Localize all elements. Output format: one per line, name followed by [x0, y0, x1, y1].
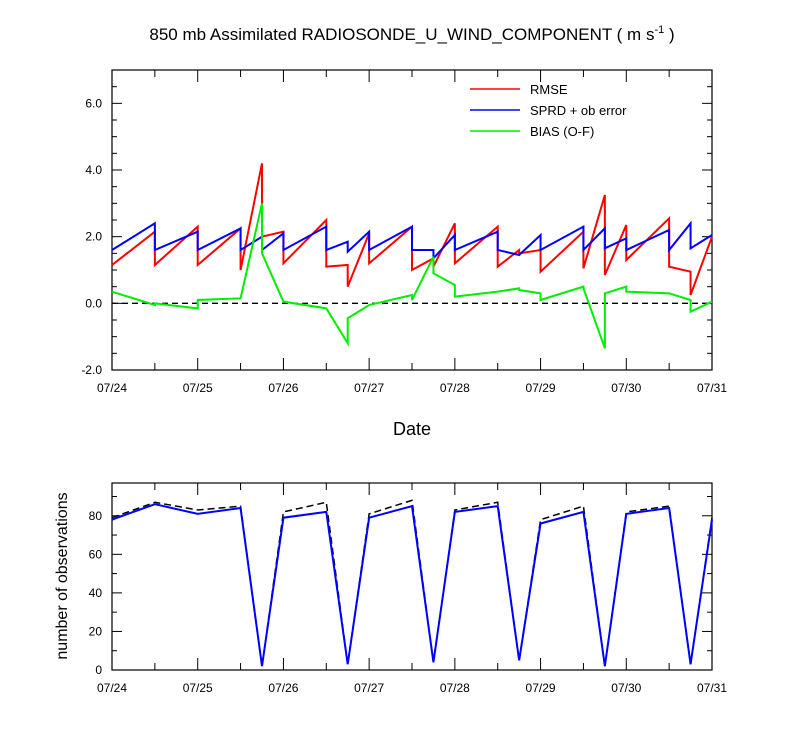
legend-label-bias: BIAS (O-F): [530, 124, 594, 139]
x-tick-label: 07/30: [611, 681, 641, 695]
chart-title-main: 850 mb Assimilated RADIOSONDE_U_WIND_COM…: [149, 25, 654, 44]
legend: RMSE SPRD + ob error BIAS (O-F): [470, 82, 627, 139]
x-tick-label: 07/27: [354, 681, 384, 695]
y-tick-label: 60: [89, 547, 103, 561]
chart-title-end: ): [664, 25, 674, 44]
bottom-y-axis-label: number of observations: [54, 492, 71, 659]
legend-label-sprd: SPRD + ob error: [530, 103, 627, 118]
x-tick-label: 07/25: [183, 381, 213, 395]
y-tick-label: 20: [89, 624, 103, 638]
x-tick-label: 07/27: [354, 381, 384, 395]
x-tick-label: 07/26: [268, 681, 298, 695]
chart-title: 850 mb Assimilated RADIOSONDE_U_WIND_COM…: [149, 24, 674, 44]
x-tick-label: 07/31: [697, 681, 727, 695]
y-tick-label: 4.0: [85, 163, 102, 177]
x-tick-label: 07/28: [440, 381, 470, 395]
x-tick-label: 07/29: [526, 681, 556, 695]
legend-label-rmse: RMSE: [530, 82, 568, 97]
x-tick-label: 07/25: [183, 681, 213, 695]
series-line-bias-o-f: [111, 203, 713, 349]
series-line-assimilated: [111, 503, 713, 667]
y-tick-label: 0: [95, 663, 102, 677]
y-tick-label: 2.0: [85, 230, 102, 244]
x-tick-label: 07/29: [526, 381, 556, 395]
y-tick-label: 6.0: [85, 96, 102, 110]
top-chart-panel: 07/24 07/25 07/26 07/27 07/28 07/29 07/30 07/31…: [81, 69, 727, 395]
series-line-possible: [111, 499, 713, 667]
bottom-chart-panel: 07/24 07/25 07/26 07/27 07/28 07/29 07/30 07/31…: [89, 482, 727, 695]
x-tick-label: 07/30: [611, 381, 641, 395]
series-line-sprd-ob-error: [111, 220, 713, 261]
top-x-axis-label: Date: [393, 419, 431, 439]
y-tick-label: 40: [89, 586, 103, 600]
x-tick-label: 07/26: [268, 381, 298, 395]
y-tick-label: 80: [89, 509, 103, 523]
x-tick-label: 07/24: [97, 381, 127, 395]
chart-title-sup: -1: [654, 24, 664, 36]
y-tick-label: 0.0: [85, 296, 102, 310]
x-tick-label: 07/24: [97, 681, 127, 695]
x-tick-label: 07/28: [440, 681, 470, 695]
y-tick-label: -2.0: [81, 363, 102, 377]
x-tick-label: 07/31: [697, 381, 727, 395]
